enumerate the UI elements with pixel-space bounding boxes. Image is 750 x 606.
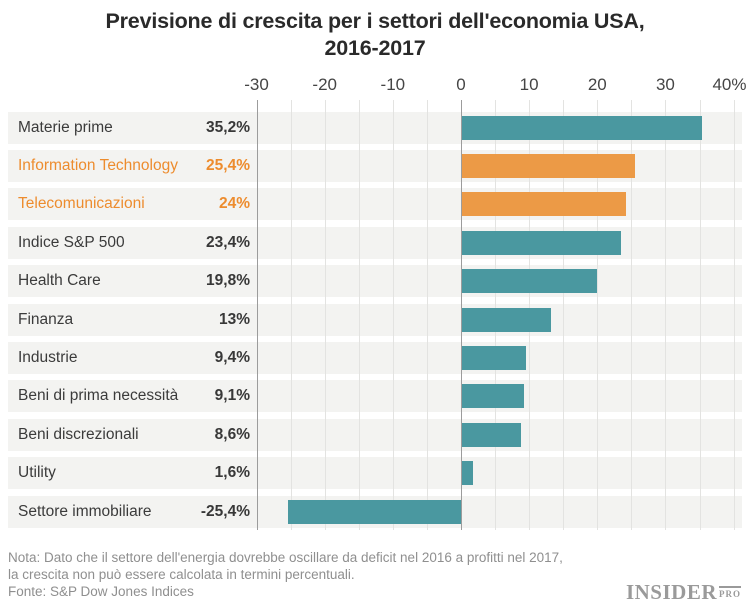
source-line: Fonte: S&P Dow Jones Indices (8, 584, 194, 599)
axis-major-gridline (256, 100, 258, 530)
row-value: 9,1% (214, 387, 250, 405)
row-value: 13% (218, 310, 250, 328)
minor-gridline (631, 100, 633, 530)
logo-pro-badge: PRO (719, 586, 741, 599)
minor-gridline (597, 100, 599, 530)
bar (462, 384, 524, 409)
bar (462, 230, 622, 255)
minor-gridline (392, 100, 394, 530)
bar (462, 153, 636, 178)
bar (287, 499, 461, 524)
row-label: Beni discrezionali (18, 425, 139, 443)
axis-tick-label: 10 (519, 75, 539, 94)
axis-tick-label: 40% (712, 75, 747, 94)
row-value: -25,4% (200, 502, 250, 520)
axis-tick-label: -30 (244, 75, 269, 94)
axis-tick-label: 20 (587, 75, 607, 94)
logo-wordmark: INSIDER (625, 580, 717, 604)
minor-gridline (563, 100, 565, 530)
row-label: Telecomunicazioni (18, 195, 145, 213)
axis-tick-label: 0 (456, 75, 466, 94)
chart-footnote: Nota: Dato che il settore dell'energia d… (8, 549, 563, 600)
axis-tick-label: -10 (380, 75, 406, 94)
row-label: Materie prime (18, 118, 113, 136)
chart-title-line2: 2016-2017 (324, 36, 426, 60)
row-label: Health Care (18, 272, 101, 290)
minor-gridline (665, 100, 667, 530)
row-stripe (8, 380, 742, 413)
minor-gridline (699, 100, 701, 530)
note-line2: la crescita non può essere calcolata in … (8, 567, 355, 582)
row-value: 1,6% (214, 464, 250, 482)
chart-title-line1: Previsione di crescita per i settori del… (105, 9, 645, 33)
row-stripe (8, 303, 742, 336)
bar (462, 269, 597, 294)
row-stripe (8, 418, 742, 451)
chart-title: Previsione di crescita per i settori del… (0, 8, 750, 62)
axis-tick-label: 30 (655, 75, 675, 94)
row-label: Settore immobiliare (18, 502, 152, 520)
row-label: Information Technology (18, 156, 178, 174)
bar (462, 345, 527, 370)
axis-major-gridline (461, 100, 462, 530)
row-value: 8,6% (214, 425, 250, 443)
bar (462, 422, 521, 447)
bar (462, 461, 473, 486)
bar (462, 192, 626, 217)
row-value: 9,4% (214, 348, 250, 366)
bar (462, 115, 702, 140)
row-label: Indice S&P 500 (18, 233, 125, 251)
row-stripe (8, 265, 742, 298)
axis-tick-label: -20 (312, 75, 337, 94)
insiderpro-logo: INSIDER PRO (626, 580, 741, 605)
note-line1: Nota: Dato che il settore dell'energia d… (8, 550, 563, 565)
minor-gridline (733, 100, 735, 530)
row-stripe (8, 457, 742, 490)
row-label: Utility (18, 464, 56, 482)
minor-gridline (358, 100, 360, 530)
row-label: Finanza (18, 310, 74, 328)
row-value: 19,8% (206, 272, 250, 290)
row-label: Beni di prima necessità (18, 387, 179, 405)
row-value: 23,4% (206, 233, 250, 251)
row-label: Industrie (18, 348, 78, 366)
row-stripe (8, 341, 742, 374)
minor-gridline (324, 100, 326, 530)
bar (462, 307, 551, 332)
row-value: 35,2% (206, 118, 250, 136)
row-value: 24% (218, 195, 250, 213)
minor-gridline (426, 100, 428, 530)
row-value: 25,4% (206, 156, 250, 174)
minor-gridline (290, 100, 292, 530)
